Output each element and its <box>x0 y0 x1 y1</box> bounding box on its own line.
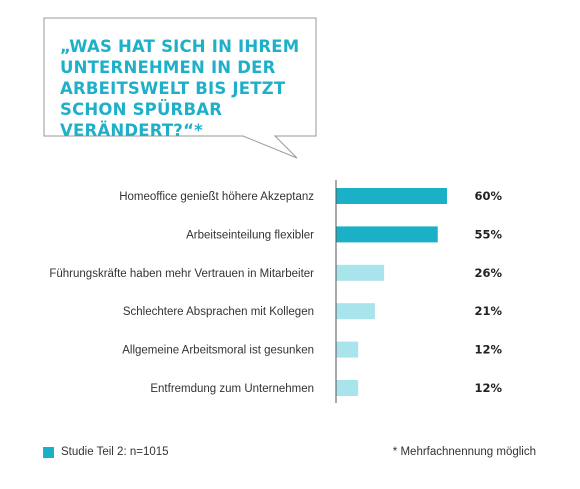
speech-bubble <box>43 17 317 159</box>
legend: Studie Teil 2: n=1015 <box>43 446 169 458</box>
question-title: „Was hat sich in Ihrem Unternehmen in de… <box>60 37 300 140</box>
value-label: 12% <box>474 343 502 357</box>
bar <box>336 380 359 396</box>
bar <box>336 226 438 243</box>
value-label: 60% <box>474 189 502 203</box>
value-label: 12% <box>474 381 502 395</box>
bar <box>336 188 447 204</box>
bar <box>336 264 385 281</box>
legend-label: Studie Teil 2: n=1015 <box>61 446 169 458</box>
footnote: * Mehrfachnennung möglich <box>392 446 536 458</box>
category-label: Entfremdung zum Unternehmen <box>150 383 314 395</box>
category-label: Arbeitseinteilung flexibler <box>186 229 314 241</box>
bar <box>336 341 359 358</box>
category-label: Homeoffice genießt höhere Akzeptanz <box>119 191 314 203</box>
category-label: Schlechtere Absprachen mit Kollegen <box>123 306 314 318</box>
category-label: Führungskräfte haben mehr Vertrauen in M… <box>49 268 314 280</box>
value-label: 26% <box>474 266 502 280</box>
legend-swatch <box>43 446 54 458</box>
bar <box>336 303 375 320</box>
value-label: 55% <box>474 227 502 241</box>
value-label: 21% <box>474 304 502 318</box>
category-label: Allgemeine Arbeitsmoral ist gesunken <box>122 345 314 357</box>
